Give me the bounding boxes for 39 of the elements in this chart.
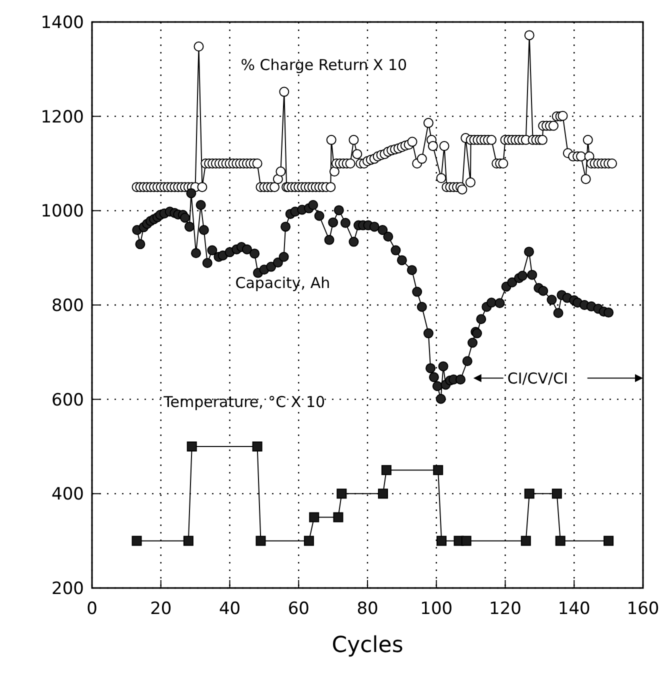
point	[336, 488, 347, 499]
point	[186, 442, 197, 452]
point	[555, 536, 566, 546]
x-tick-label: 140	[558, 599, 590, 619]
point	[183, 536, 194, 546]
x-tick-label: 100	[420, 599, 453, 619]
point	[436, 536, 447, 546]
point	[604, 536, 614, 546]
series-label: Capacity, Ah	[235, 274, 330, 292]
annotation: CI/CV/CI	[507, 369, 568, 388]
point	[252, 442, 262, 452]
point	[333, 512, 344, 522]
point	[552, 488, 562, 499]
x-tick-label: 120	[489, 599, 522, 619]
y-tick-label: 1400	[40, 12, 84, 33]
point	[461, 536, 472, 546]
point	[381, 465, 392, 476]
point	[524, 488, 534, 499]
x-tick-label: 60	[288, 599, 310, 619]
y-tick-label: 1200	[40, 107, 84, 128]
point	[309, 512, 320, 522]
y-tick-label: 400	[52, 484, 84, 505]
x-axis-title: Cycles	[332, 633, 404, 658]
y-tick-label: 800	[52, 296, 84, 316]
point	[433, 465, 444, 476]
point	[378, 488, 388, 499]
point	[304, 536, 314, 546]
y-tick-label: 1000	[40, 202, 84, 222]
x-tick-label: 160	[626, 599, 660, 619]
x-tick-label: 0	[86, 599, 98, 619]
text: % Charge Return X 10	[240, 56, 408, 74]
point	[132, 536, 142, 546]
y-tick-label: 600	[52, 390, 84, 410]
x-tick-label: 80	[356, 599, 378, 619]
x-tick-label: 40	[218, 599, 241, 619]
y-tick-label: 200	[52, 578, 84, 599]
point	[520, 536, 531, 546]
x-tick-label: 20	[150, 599, 172, 619]
point	[256, 536, 266, 546]
